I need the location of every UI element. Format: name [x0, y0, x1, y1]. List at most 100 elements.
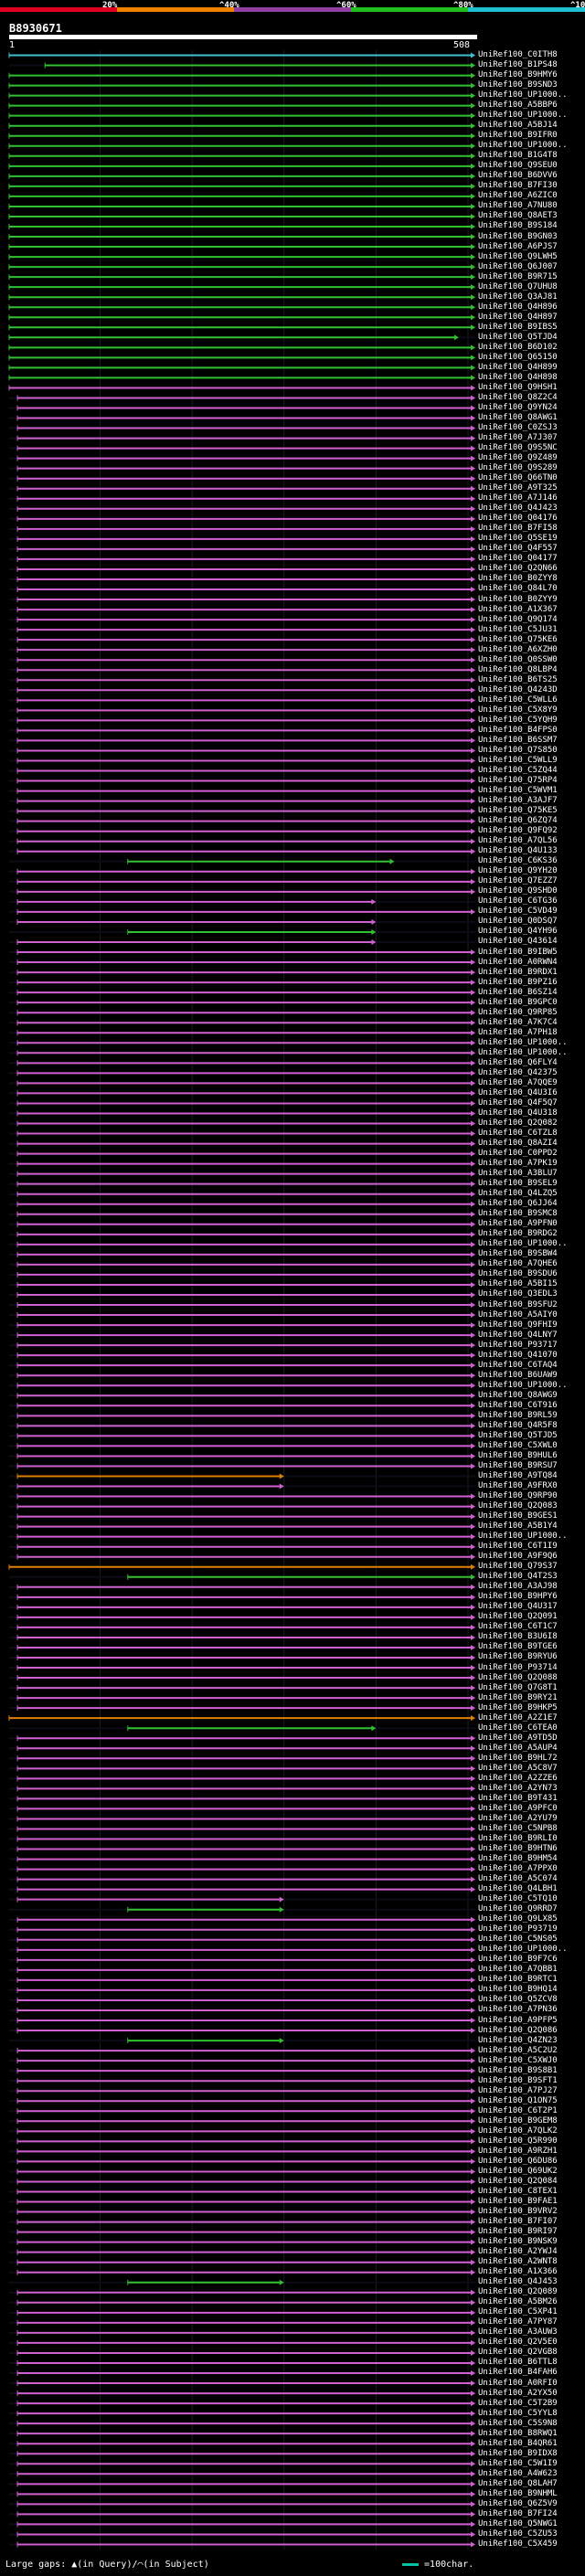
- hit-label-link[interactable]: UniRef100_A7PK19: [478, 1159, 558, 1169]
- hit-label-link[interactable]: UniRef100_Q9HSH1: [478, 382, 558, 392]
- hit-label-link[interactable]: UniRef100_UP1000..: [478, 90, 568, 101]
- hit-label-link[interactable]: UniRef100_B9IDX8: [478, 2448, 558, 2458]
- hit-label-link[interactable]: UniRef100_A9TD5D: [478, 1733, 558, 1743]
- hit-label-link[interactable]: UniRef100_C5X459: [478, 2539, 558, 2549]
- hit-label-link[interactable]: UniRef100_Q4LBH1: [478, 1884, 558, 1894]
- hit-label-link[interactable]: UniRef100_A9TQ84: [478, 1470, 558, 1480]
- hit-label-link[interactable]: UniRef100_B9HL72: [478, 1753, 558, 1763]
- hit-label-link[interactable]: UniRef100_Q65150: [478, 352, 558, 362]
- hit-label-link[interactable]: UniRef100_B9HKP5: [478, 1702, 558, 1712]
- hit-label-link[interactable]: UniRef100_B9T431: [478, 1793, 558, 1803]
- hit-label-link[interactable]: UniRef100_Q75RP4: [478, 776, 558, 786]
- hit-label-link[interactable]: UniRef100_C5JU31: [478, 624, 558, 634]
- hit-label-link[interactable]: UniRef100_C5VD49: [478, 906, 558, 917]
- hit-label-link[interactable]: UniRef100_C5X8Y9: [478, 705, 558, 715]
- hit-label-link[interactable]: UniRef100_B6UAW9: [478, 1370, 558, 1380]
- hit-label-link[interactable]: UniRef100_Q9LWH5: [478, 251, 558, 261]
- hit-label-link[interactable]: UniRef100_Q4F557: [478, 544, 558, 554]
- hit-label-link[interactable]: UniRef100_A2YU79: [478, 1813, 558, 1823]
- hit-label-link[interactable]: UniRef100_A5BJ14: [478, 121, 558, 131]
- hit-label-link[interactable]: UniRef100_Q4J453: [478, 2277, 558, 2287]
- hit-label-link[interactable]: UniRef100_C5TQ10: [478, 1894, 558, 1904]
- hit-label-link[interactable]: UniRef100_A7K7C4: [478, 1017, 558, 1027]
- hit-label-link[interactable]: UniRef100_Q5ZCV8: [478, 1995, 558, 2005]
- hit-label-link[interactable]: UniRef100_UP1000..: [478, 1047, 568, 1057]
- hit-label-link[interactable]: UniRef100_Q6FLY4: [478, 1057, 558, 1067]
- hit-label-link[interactable]: UniRef100_Q6ZQ74: [478, 816, 558, 826]
- hit-label-link[interactable]: UniRef100_B9HM54: [478, 1854, 558, 1864]
- hit-label-link[interactable]: UniRef100_A2YN73: [478, 1783, 558, 1793]
- hit-label-link[interactable]: UniRef100_C5S9N8: [478, 2418, 558, 2428]
- hit-label-link[interactable]: UniRef100_Q4U3I6: [478, 1087, 558, 1097]
- hit-label-link[interactable]: UniRef100_A7J146: [478, 493, 558, 504]
- hit-label-link[interactable]: UniRef100_UP1000..: [478, 1945, 568, 1955]
- hit-label-link[interactable]: UniRef100_A9FRX0: [478, 1481, 558, 1490]
- hit-label-link[interactable]: UniRef100_Q4U317: [478, 1602, 558, 1612]
- hit-label-link[interactable]: UniRef100_A9PFP5: [478, 2015, 558, 2025]
- hit-label-link[interactable]: UniRef100_A3AJ98: [478, 1582, 558, 1592]
- hit-label-link[interactable]: UniRef100_Q8AET3: [478, 211, 558, 221]
- hit-label-link[interactable]: UniRef100_A5BBP6: [478, 101, 558, 111]
- hit-label-link[interactable]: UniRef100_A7QQE9: [478, 1077, 558, 1087]
- hit-label-link[interactable]: UniRef100_Q2Q089: [478, 2287, 558, 2297]
- hit-label-link[interactable]: UniRef100_C5YYL8: [478, 2408, 558, 2418]
- hit-label-link[interactable]: UniRef100_B9S8B1: [478, 2065, 558, 2075]
- hit-label-link[interactable]: UniRef100_A7PY87: [478, 2317, 558, 2327]
- hit-label-link[interactable]: UniRef100_C0ZSJ3: [478, 423, 558, 433]
- hit-label-link[interactable]: UniRef100_C5XP41: [478, 2307, 558, 2317]
- hit-label-link[interactable]: UniRef100_Q9RP90: [478, 1491, 558, 1501]
- hit-label-link[interactable]: UniRef100_Q9Z489: [478, 453, 558, 463]
- hit-label-link[interactable]: UniRef100_Q75KE6: [478, 634, 558, 644]
- hit-label-link[interactable]: UniRef100_Q9YH20: [478, 866, 558, 876]
- hit-label-link[interactable]: UniRef100_C6TEA0: [478, 1723, 558, 1733]
- hit-label-link[interactable]: UniRef100_Q2QN66: [478, 564, 558, 574]
- hit-label-link[interactable]: UniRef100_Q6J007: [478, 261, 558, 271]
- hit-label-link[interactable]: UniRef100_Q6DU86: [478, 2156, 558, 2166]
- hit-label-link[interactable]: UniRef100_B9HUL6: [478, 1450, 558, 1460]
- hit-label-link[interactable]: UniRef100_A5BM26: [478, 2297, 558, 2307]
- hit-label-link[interactable]: UniRef100_A5C074: [478, 1874, 558, 1884]
- hit-label-link[interactable]: UniRef100_B9RI97: [478, 2227, 558, 2237]
- hit-label-link[interactable]: UniRef100_B1PS48: [478, 60, 558, 70]
- hit-label-link[interactable]: UniRef100_B9SND3: [478, 80, 558, 90]
- hit-label-link[interactable]: UniRef100_A7QBB1: [478, 1965, 558, 1975]
- hit-label-link[interactable]: UniRef100_Q9SHD0: [478, 886, 558, 896]
- hit-label-link[interactable]: UniRef100_B6DVV6: [478, 171, 558, 181]
- hit-label-link[interactable]: UniRef100_B9RSU7: [478, 1460, 558, 1470]
- hit-label-link[interactable]: UniRef100_A2YWJ4: [478, 2247, 558, 2257]
- hit-label-link[interactable]: UniRef100_Q2Q086: [478, 2025, 558, 2035]
- hit-label-link[interactable]: UniRef100_A7PJ27: [478, 2085, 558, 2095]
- hit-label-link[interactable]: UniRef100_B4FAH6: [478, 2368, 558, 2378]
- hit-label-link[interactable]: UniRef100_A5B1Y4: [478, 1521, 558, 1532]
- hit-label-link[interactable]: UniRef100_A1X367: [478, 604, 558, 614]
- hit-label-link[interactable]: UniRef100_Q79S37: [478, 1562, 558, 1572]
- hit-label-link[interactable]: UniRef100_A5C2U2: [478, 2045, 558, 2055]
- hit-label-link[interactable]: UniRef100_B9RY21: [478, 1692, 558, 1702]
- hit-label-link[interactable]: UniRef100_A5BI15: [478, 1279, 558, 1289]
- hit-label-link[interactable]: UniRef100_C6TAQ4: [478, 1360, 558, 1370]
- hit-label-link[interactable]: UniRef100_Q2Q084: [478, 2176, 558, 2186]
- hit-label-link[interactable]: UniRef100_C8TEX1: [478, 2186, 558, 2196]
- hit-label-link[interactable]: UniRef100_B9RYU6: [478, 1652, 558, 1662]
- hit-label-link[interactable]: UniRef100_Q9S289: [478, 463, 558, 473]
- hit-label-link[interactable]: UniRef100_A7QL56: [478, 836, 558, 846]
- hit-label-link[interactable]: UniRef100_B9GPC0: [478, 997, 558, 1007]
- hit-label-link[interactable]: UniRef100_Q9FHI9: [478, 1320, 558, 1330]
- hit-label-link[interactable]: UniRef100_A7PPX0: [478, 1864, 558, 1874]
- hit-label-link[interactable]: UniRef100_Q9YN24: [478, 402, 558, 412]
- hit-label-link[interactable]: UniRef100_B9IBS5: [478, 322, 558, 332]
- hit-label-link[interactable]: UniRef100_B9SFU2: [478, 1299, 558, 1309]
- hit-label-link[interactable]: UniRef100_B9RDX1: [478, 967, 558, 977]
- hit-label-link[interactable]: UniRef100_C0ITH8: [478, 50, 558, 59]
- hit-label-link[interactable]: UniRef100_UP1000..: [478, 1037, 568, 1047]
- hit-label-link[interactable]: UniRef100_Q4F5Q7: [478, 1097, 558, 1108]
- hit-label-link[interactable]: UniRef100_Q4T2S3: [478, 1572, 558, 1582]
- hit-label-link[interactable]: UniRef100_A6ZIC0: [478, 191, 558, 201]
- hit-label-link[interactable]: UniRef100_Q3EDL3: [478, 1289, 558, 1299]
- hit-label-link[interactable]: UniRef100_Q7UHU8: [478, 281, 558, 292]
- hit-label-link[interactable]: UniRef100_Q84L70: [478, 584, 558, 594]
- hit-label-link[interactable]: UniRef100_Q6JJ64: [478, 1199, 558, 1209]
- hit-label-link[interactable]: UniRef100_A9PFN0: [478, 1219, 558, 1229]
- hit-label-link[interactable]: UniRef100_B0ZYY9: [478, 594, 558, 604]
- hit-label-link[interactable]: UniRef100_Q4R5F8: [478, 1420, 558, 1430]
